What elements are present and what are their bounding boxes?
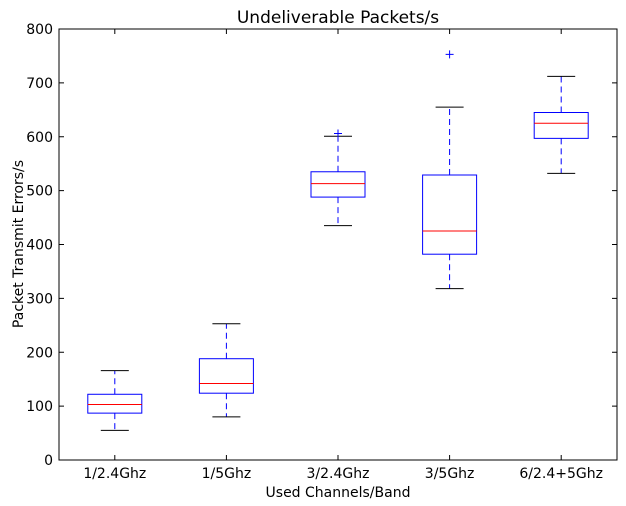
plot-area: 0 100 200 300 400 500 600 700 800 1/2.4Ghz 1/5Ghz 3… — [26, 22, 618, 482]
y-tick-label: 400 — [26, 238, 53, 254]
x-tick-label: 3/2.4Ghz — [307, 466, 370, 482]
box-2-iqr-box — [198, 358, 254, 394]
y-tick-label: 200 — [26, 345, 53, 361]
x-tick-label: 1/2.4Ghz — [83, 466, 146, 482]
y-tick-label: 300 — [26, 291, 53, 307]
y-tick-label: 800 — [26, 22, 53, 38]
y-axis-label: Packet Transmit Errors/s — [11, 160, 27, 328]
x-tick-label: 6/2.4+5Ghz — [519, 466, 603, 482]
y-tick-label: 100 — [26, 399, 53, 415]
x-axis-label: Used Channels/Band — [266, 485, 411, 501]
chart-title: Undeliverable Packets/s — [237, 8, 439, 28]
y-tick-label: 700 — [26, 76, 53, 92]
box-3-outlier-1 — [334, 129, 342, 138]
box-5-iqr-box — [533, 112, 589, 139]
x-tick-label: 1/5Ghz — [202, 466, 252, 482]
x-tick-label: 3/5Ghz — [425, 466, 475, 482]
plot-frame — [58, 28, 618, 461]
y-tick-label: 600 — [26, 130, 53, 146]
box-4-iqr-box — [422, 174, 478, 255]
box-4-outlier-1 — [445, 50, 454, 59]
box-1-iqr-box — [87, 393, 143, 414]
box-3-iqr-box — [310, 171, 366, 198]
y-tick-label: 0 — [44, 453, 53, 469]
y-tick-label: 500 — [26, 184, 53, 200]
